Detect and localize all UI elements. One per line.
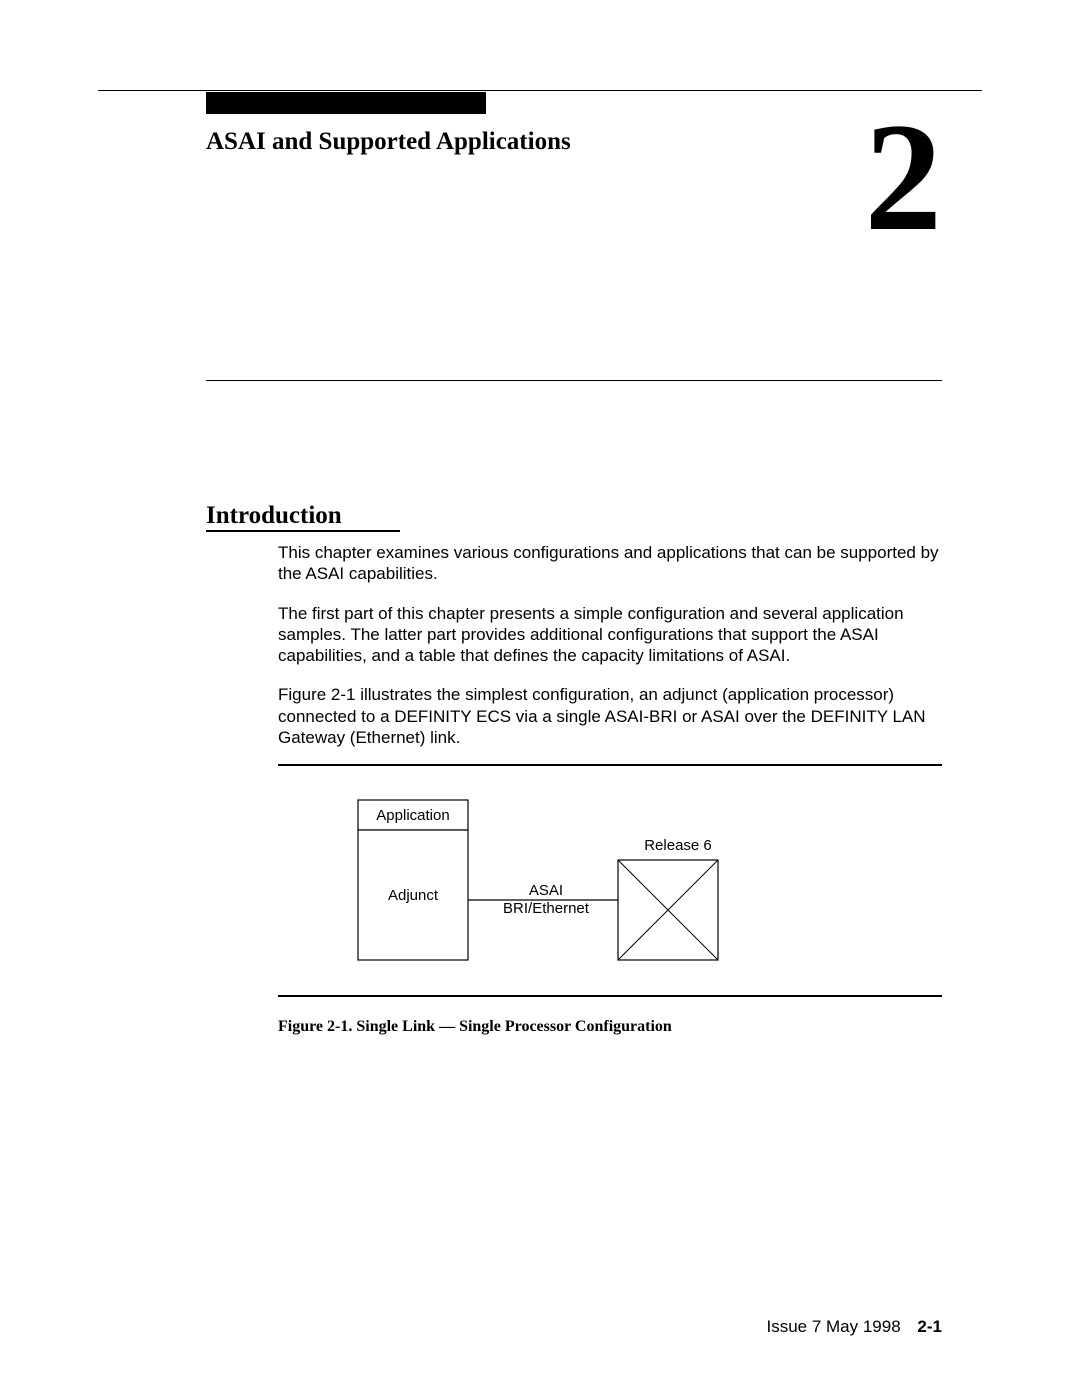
- paragraph: This chapter examines various configurat…: [278, 542, 942, 585]
- page-content: ASAI and Supported Applications 2 Introd…: [98, 90, 982, 1337]
- body-text: This chapter examines various configurat…: [278, 542, 942, 766]
- diagram-svg: Application Adjunct Release 6 ASAIBRI/Ether…: [278, 790, 838, 990]
- top-horizontal-rule: [98, 90, 982, 91]
- footer-page-number: 2-1: [917, 1317, 942, 1336]
- chapter-title: ASAI and Supported Applications: [206, 128, 571, 156]
- svg-text:Adjunct: Adjunct: [388, 887, 439, 904]
- figure-bottom-rule: [278, 995, 942, 997]
- svg-text:ASAI: ASAI: [529, 882, 563, 899]
- paragraph: The first part of this chapter presents …: [278, 603, 942, 667]
- page-footer: Issue 7 May 1998 2-1: [766, 1317, 942, 1337]
- section-heading: Introduction: [206, 502, 342, 530]
- section-heading-underline: [206, 530, 400, 532]
- figure-diagram: Application Adjunct Release 6 ASAIBRI/Ether…: [278, 790, 838, 990]
- mid-horizontal-rule: [206, 380, 942, 381]
- paragraph: Figure 2-1 illustrates the simplest conf…: [278, 684, 942, 748]
- svg-text:Release 6: Release 6: [644, 837, 712, 854]
- svg-text:BRI/Ethernet: BRI/Ethernet: [503, 900, 590, 917]
- svg-text:Application: Application: [376, 807, 449, 824]
- chapter-number: 2: [865, 100, 943, 255]
- footer-issue: Issue 7 May 1998: [766, 1317, 900, 1336]
- figure-top-rule: [278, 764, 942, 766]
- figure-caption: Figure 2-1. Single Link — Single Process…: [278, 1018, 672, 1036]
- chapter-black-bar: [206, 92, 486, 114]
